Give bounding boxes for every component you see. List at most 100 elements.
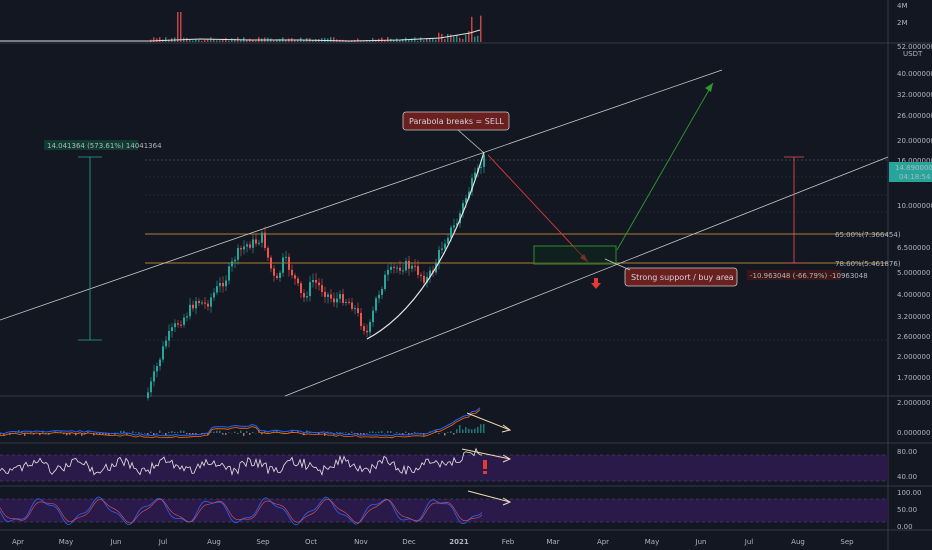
candle-body — [315, 279, 317, 283]
macd-hist-bar — [159, 430, 161, 433]
macd-hist-bar — [447, 432, 449, 433]
candle-body — [279, 272, 281, 278]
macd-hist-bar — [165, 433, 167, 436]
candle-body — [363, 326, 365, 331]
macd-hist-bar — [18, 430, 20, 433]
macd-hist-bar — [456, 429, 458, 433]
macd-hist-bar — [390, 431, 392, 433]
sell-callout[interactable] — [402, 111, 510, 154]
macd-hist-bar — [99, 433, 101, 435]
stoch-tick: 0.00 — [897, 523, 913, 531]
macd-hist-bar — [132, 431, 134, 433]
candle-body — [216, 286, 218, 293]
last-price-value: 14.890000 — [895, 164, 932, 172]
time-tick: Jul — [744, 538, 754, 546]
volume-bar — [168, 39, 170, 42]
candle-body — [147, 392, 149, 398]
candle-body — [222, 282, 224, 287]
macd-hist-bar — [387, 430, 389, 433]
volume-bar — [381, 37, 383, 42]
macd-hist-bar — [264, 430, 266, 433]
volume-bar — [330, 37, 332, 42]
volume-bar — [384, 40, 386, 42]
candle-body — [390, 266, 392, 270]
volume-bar — [192, 40, 194, 42]
candle-body — [153, 371, 155, 382]
price-axis: 40.000000 32.000000 26.000000 20.000000 16.0… — [897, 70, 932, 382]
macd-hist-bar — [69, 433, 71, 435]
macd-hist-bar — [351, 431, 353, 433]
candle-body — [180, 324, 182, 326]
rsi-tick: 80.00 — [897, 448, 917, 456]
candle-body — [429, 270, 431, 277]
candle-body — [210, 297, 212, 307]
candle-body — [174, 323, 176, 328]
macd-hist-bar — [66, 433, 68, 436]
volume-bar — [276, 39, 278, 42]
volume-bar — [369, 40, 371, 42]
time-tick: Jun — [695, 538, 707, 546]
candle-body — [306, 296, 308, 298]
candle-body — [402, 270, 404, 272]
volume-bar — [480, 15, 482, 43]
volume-bar — [435, 39, 437, 42]
macd-hist-bar — [267, 432, 269, 433]
macd-hist-bar — [150, 431, 152, 433]
macd-hist-bar — [483, 424, 485, 433]
price-tick: 10.000000 — [897, 202, 932, 210]
candle-body — [345, 301, 347, 303]
volume-bar — [438, 32, 440, 42]
candle-body — [396, 267, 398, 269]
macd-hist-bar — [480, 424, 482, 433]
candle-body — [405, 260, 407, 271]
candle-body — [339, 294, 341, 299]
macd-hist-bar — [63, 433, 65, 435]
measure-up — [44, 140, 138, 341]
macd-hist-bar — [360, 433, 362, 435]
macd-hist-bar — [348, 433, 350, 434]
candle-body — [288, 256, 290, 270]
candle-body — [471, 178, 473, 192]
stoch-tick: 50.00 — [897, 506, 917, 514]
candle-body — [387, 269, 389, 275]
candle-body — [276, 275, 278, 278]
buy-callout[interactable] — [604, 258, 738, 287]
macd-hist-bar — [450, 431, 452, 433]
volume-tick: 4M — [897, 2, 908, 10]
macd-hist-bar — [363, 433, 365, 436]
macd-hist-bar — [375, 432, 377, 433]
candle-body — [450, 227, 452, 238]
candle-body — [231, 261, 233, 267]
volume-bar — [180, 12, 182, 42]
macd-hist-bar — [459, 425, 461, 433]
volume-bar — [477, 35, 479, 42]
volume-bar — [216, 40, 218, 42]
volume-bar — [447, 33, 449, 42]
macd-hist-bar — [126, 433, 128, 435]
macd-hist-bar — [105, 433, 107, 435]
candle-body — [225, 280, 227, 287]
macd-hist-bar — [381, 431, 383, 433]
candle-body — [393, 266, 395, 268]
candle-body — [465, 198, 467, 204]
price-tick: 32.000000 — [897, 91, 932, 99]
volume-bar — [357, 38, 359, 42]
macd-hist-bar — [345, 432, 347, 433]
volume-bar — [159, 37, 161, 42]
macd-tick: 0.000000 — [897, 429, 930, 437]
rsi-divergence-arrow — [461, 448, 512, 463]
volume-bar — [423, 40, 425, 42]
time-tick: Apr — [597, 538, 609, 546]
macd-tick: 2.000000 — [897, 399, 930, 407]
candle-body — [360, 312, 362, 327]
volume-bar — [228, 40, 230, 42]
macd-hist-bar — [0, 432, 2, 433]
price-tick-clipped: 52.000000 — [897, 43, 932, 51]
volume-bar — [189, 39, 191, 42]
candle-body — [423, 275, 425, 283]
candle-body — [324, 291, 326, 297]
candle-body — [318, 282, 320, 286]
candle-body — [333, 298, 335, 303]
fib-label-786: 78.60%(5.461876) — [835, 260, 901, 268]
